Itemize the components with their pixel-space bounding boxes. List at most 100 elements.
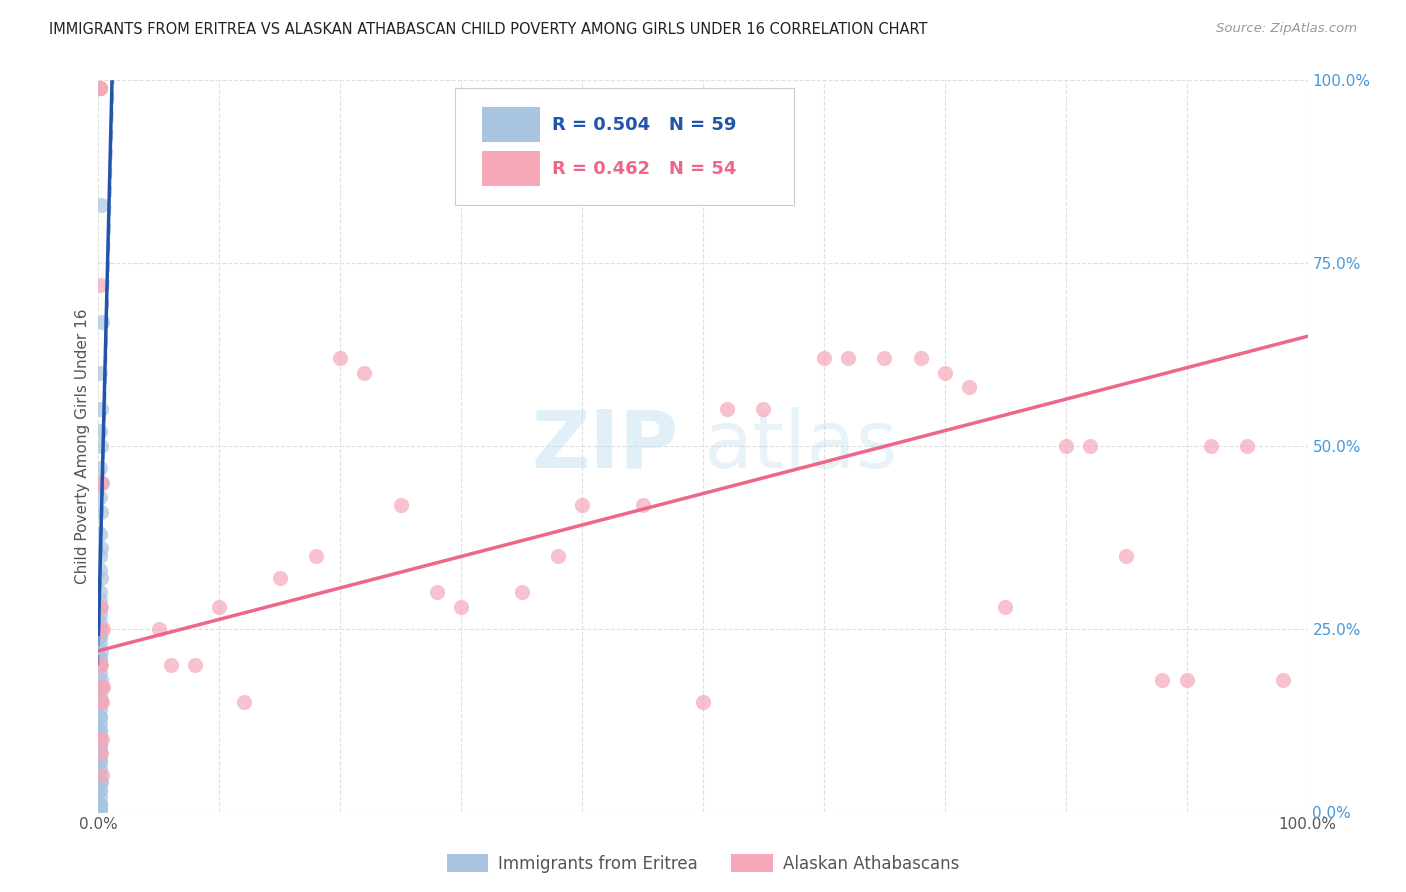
Point [89, 797, 111, 812]
Point [90, 644, 112, 658]
Point [90, 402, 112, 417]
Point [89, 549, 111, 563]
Point [813, 351, 835, 366]
Point [89, 592, 111, 607]
Point [89, 651, 111, 665]
Point [353, 366, 375, 380]
Point [1115, 549, 1137, 563]
Point [91, 315, 114, 329]
Point [148, 622, 170, 636]
Point [89, 366, 111, 380]
Point [1152, 673, 1174, 687]
Point [232, 695, 254, 709]
Point [89, 782, 111, 797]
Text: R = 0.504   N = 59: R = 0.504 N = 59 [551, 116, 737, 134]
Point [90, 775, 112, 789]
Point [89, 724, 111, 739]
Point [89, 585, 111, 599]
Point [1078, 439, 1101, 453]
Point [426, 585, 449, 599]
Point [305, 549, 328, 563]
Point [89, 801, 111, 815]
Point [692, 695, 714, 709]
Point [89, 475, 111, 490]
Point [91, 681, 114, 695]
Point [91, 622, 114, 636]
Point [89, 746, 111, 760]
Point [90, 673, 112, 687]
Point [89, 695, 111, 709]
Point [208, 599, 231, 614]
Point [934, 366, 956, 380]
Point [91, 475, 114, 490]
Point [90, 695, 112, 709]
Point [89, 688, 111, 702]
Point [90, 599, 112, 614]
Point [752, 402, 775, 417]
Point [269, 571, 291, 585]
Point [89, 278, 111, 293]
Point [89, 695, 111, 709]
Point [89, 731, 111, 746]
Point [89, 80, 111, 95]
Point [90, 571, 112, 585]
Point [89, 607, 111, 622]
Point [450, 599, 472, 614]
Point [1199, 439, 1222, 453]
Point [91, 681, 114, 695]
FancyBboxPatch shape [456, 87, 793, 204]
Point [1175, 673, 1198, 687]
Point [90, 658, 112, 673]
Point [90, 622, 112, 636]
Text: R = 0.462   N = 54: R = 0.462 N = 54 [551, 160, 737, 178]
Point [89, 425, 111, 439]
Point [89, 754, 111, 768]
Point [547, 549, 569, 563]
Point [89, 490, 111, 504]
Point [89, 709, 111, 723]
Point [89, 801, 111, 815]
Point [89, 80, 111, 95]
Point [89, 461, 111, 475]
Point [89, 658, 111, 673]
Point [89, 651, 111, 665]
Point [184, 658, 207, 673]
Text: atlas: atlas [703, 407, 897, 485]
Text: IMMIGRANTS FROM ERITREA VS ALASKAN ATHABASCAN CHILD POVERTY AMONG GIRLS UNDER 16: IMMIGRANTS FROM ERITREA VS ALASKAN ATHAB… [49, 22, 928, 37]
FancyBboxPatch shape [482, 152, 540, 186]
Point [91, 695, 114, 709]
Point [89, 775, 111, 789]
Point [89, 80, 111, 95]
Point [910, 351, 932, 366]
Point [89, 526, 111, 541]
Text: ZIP: ZIP [531, 407, 679, 485]
Point [571, 498, 593, 512]
Point [1236, 439, 1258, 453]
Y-axis label: Child Poverty Among Girls Under 16: Child Poverty Among Girls Under 16 [75, 309, 90, 583]
Point [1054, 439, 1077, 453]
Text: Source: ZipAtlas.com: Source: ZipAtlas.com [1216, 22, 1357, 36]
Point [89, 790, 111, 805]
Point [631, 498, 654, 512]
Point [89, 622, 111, 636]
Point [89, 563, 111, 577]
Point [89, 782, 111, 797]
Point [89, 761, 111, 775]
Point [89, 615, 111, 629]
Point [89, 702, 111, 716]
Point [89, 739, 111, 753]
Point [90, 746, 112, 760]
Point [160, 658, 183, 673]
Point [89, 709, 111, 723]
Point [837, 351, 859, 366]
Point [91, 768, 114, 782]
Point [89, 681, 111, 695]
Point [329, 351, 352, 366]
Point [510, 585, 533, 599]
Point [89, 717, 111, 731]
Point [91, 731, 114, 746]
Point [873, 351, 896, 366]
Point [89, 754, 111, 768]
FancyBboxPatch shape [482, 107, 540, 143]
Point [90, 439, 112, 453]
